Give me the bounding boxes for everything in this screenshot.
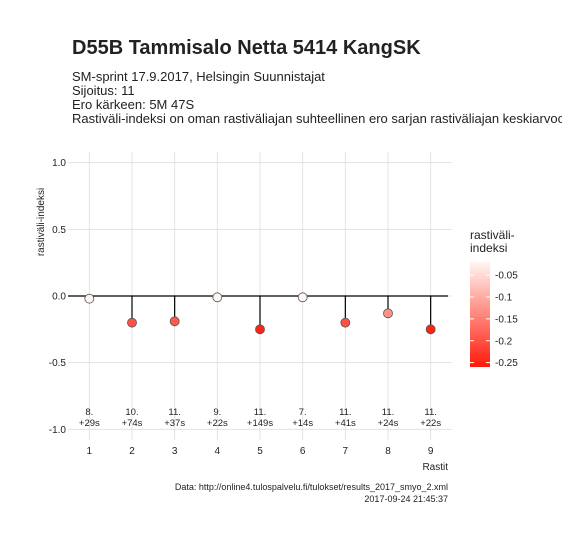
subtitle-line: Sijoitus: 11 (72, 83, 135, 98)
point (340, 317, 351, 328)
colorbar-label: -0.25 (495, 358, 518, 369)
x-tick-label: 5 (257, 446, 263, 457)
caption: Data: http://online4.tulospalvelu.fi/tul… (175, 482, 448, 492)
point (425, 324, 436, 335)
point-rank: 11. (424, 407, 437, 418)
point-diff: +22s (420, 418, 441, 429)
point-diff: +37s (164, 418, 185, 429)
point-rank: 10. (125, 407, 138, 418)
y-axis-label: rastiväli-indeksi (36, 188, 47, 256)
colorbar-label: -0.2 (495, 336, 513, 347)
point (297, 292, 308, 303)
y-tick-label: -0.5 (49, 358, 67, 369)
x-tick-label: 8 (385, 446, 391, 457)
point-diff: +24s (378, 418, 399, 429)
point (169, 316, 180, 327)
chart-title: D55B Tammisalo Netta 5414 KangSK (72, 37, 421, 59)
point-rank: 11. (339, 407, 352, 418)
point-rank: 9. (213, 407, 221, 418)
point-rank: 11. (382, 407, 395, 418)
point (383, 308, 393, 319)
point-rank: 11. (254, 407, 267, 418)
caption: 2017-09-24 21:45:37 (364, 494, 448, 504)
subtitle-line: Rastiväli-indeksi on oman rastiväliajan … (72, 111, 562, 126)
legend-title: indeksi (470, 241, 507, 255)
colorbar (470, 262, 490, 367)
point-rank: 11. (168, 407, 181, 418)
point-diff: +149s (247, 418, 273, 429)
point (212, 292, 223, 303)
y-tick-label: -1.0 (49, 425, 67, 436)
y-tick-label: 0.5 (52, 225, 66, 236)
point (127, 317, 137, 328)
point-diff: +41s (335, 418, 356, 429)
y-tick-label: 0.0 (52, 292, 66, 303)
y-tick-label: 1.0 (52, 158, 66, 169)
x-tick-label: 2 (129, 446, 135, 457)
point-diff: +29s (79, 418, 100, 429)
x-tick-label: 4 (215, 446, 221, 457)
point-rank: 8. (85, 407, 93, 418)
colorbar-label: -0.15 (495, 314, 518, 325)
colorbar-label: -0.05 (495, 271, 518, 282)
x-axis-label: Rastit (422, 462, 448, 473)
legend-title: rastiväli- (470, 228, 515, 242)
point-rank: 7. (299, 407, 307, 418)
x-tick-label: 3 (172, 446, 178, 457)
point (255, 324, 265, 335)
x-tick-label: 1 (87, 446, 93, 457)
point-diff: +22s (207, 418, 228, 429)
subtitle-line: SM-sprint 17.9.2017, Helsingin Suunnista… (72, 69, 325, 84)
point-diff: +14s (292, 418, 313, 429)
point (84, 293, 95, 304)
subtitle-line: Ero kärkeen: 5M 47S (72, 97, 194, 112)
x-tick-label: 7 (343, 446, 349, 457)
x-tick-label: 9 (428, 446, 434, 457)
point-diff: +74s (122, 418, 143, 429)
colorbar-label: -0.1 (495, 293, 513, 304)
x-tick-label: 6 (300, 446, 306, 457)
